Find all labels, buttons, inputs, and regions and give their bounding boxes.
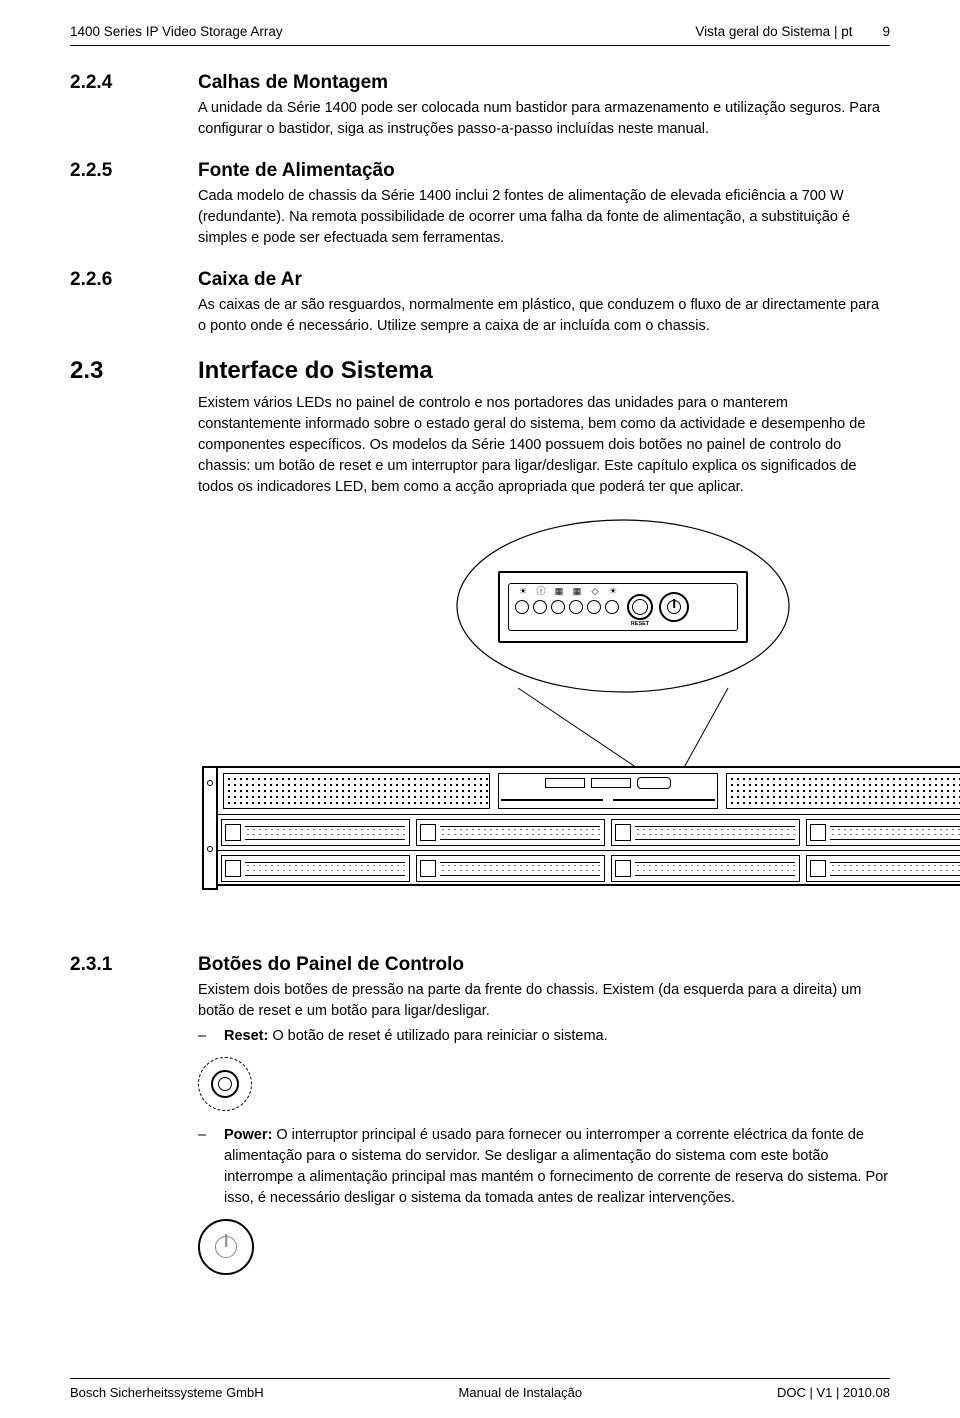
section-2-2-4: 2.2.4 Calhas de Montagem A unidade da Sé… [70,72,890,142]
drive-bay [221,855,410,882]
section-title: Interface do Sistema [198,357,890,385]
vent-grille [223,773,490,809]
section-body: Existem vários LEDs no painel de control… [198,393,890,498]
reset-text: O botão de reset é utilizado para reinic… [268,1028,607,1044]
section-intro: Existem dois botões de pressão na parte … [198,980,890,1022]
power-text: O interruptor principal é usado para for… [224,1127,888,1206]
reset-button-diagram-icon [198,1057,252,1111]
power-label: Power: [224,1127,272,1143]
section-2-3-1-cont: – Power: O interruptor principal é usado… [70,1121,890,1213]
page: 1400 Series IP Video Storage Array Vista… [0,0,960,1418]
section-title: Botões do Painel de Controlo [198,954,890,976]
section-title: Caixa de Ar [198,269,890,291]
header-left: 1400 Series IP Video Storage Array [70,24,283,39]
section-2-2-6: 2.2.6 Caixa de Ar As caixas de ar são re… [70,269,890,339]
reset-label: Reset: [224,1028,268,1044]
led-indicator: ◇ [587,600,601,614]
section-title: Calhas de Montagem [198,72,890,94]
drive-row [218,814,960,850]
list-item: – Reset: O botão de reset é utilizado pa… [198,1026,890,1047]
power-button-icon [659,592,689,622]
led-icon: ⓘ [534,587,548,596]
led-icon: ◇ [588,587,602,596]
control-panel-detail: ☀ ⓘ ▦ ▦ ◇ ☀ RESET [498,571,748,643]
bullet-list: – Power: O interruptor principal é usado… [198,1125,890,1209]
led-icon: ☀ [516,587,530,596]
led-indicator: ☀ [515,600,529,614]
section-2-3: 2.3 Interface do Sistema Existem vários … [70,357,890,936]
section-number: 2.2.5 [70,160,198,251]
section-body: A unidade da Série 1400 pode ser colocad… [198,98,890,140]
section-number: 2.3.1 [70,954,198,1051]
led-indicator: ☀ [605,600,619,614]
rack-top-row [218,768,960,814]
control-panel-inner: ☀ ⓘ ▦ ▦ ◇ ☀ RESET [508,583,738,631]
section-2-2-5: 2.2.5 Fonte de Alimentação Cada modelo d… [70,160,890,251]
reset-button-icon: RESET [627,594,653,620]
footer-right: DOC | V1 | 2010.08 [777,1385,890,1400]
dash-icon: – [198,1125,224,1209]
led-icon: ▦ [552,587,566,596]
drive-bay [416,819,605,846]
led-indicator: ⓘ [533,600,547,614]
header-right: Vista geral do Sistema | pt 9 [695,24,890,39]
list-item: – Power: O interruptor principal é usado… [198,1125,890,1209]
drive-bay [806,855,960,882]
drive-bay [416,855,605,882]
drive-row [218,850,960,886]
drive-bay [611,819,800,846]
section-number: 2.2.6 [70,269,198,339]
section-body: As caixas de ar são resguardos, normalme… [198,295,890,337]
dash-icon: – [198,1026,224,1047]
vent-grille [726,773,960,809]
drive-bay [221,819,410,846]
led-icon: ☀ [606,587,620,596]
power-button-diagram-icon [198,1219,254,1275]
section-number: 2.3 [70,357,198,936]
control-panel-figure: ☀ ⓘ ▦ ▦ ◇ ☀ RESET [198,516,890,906]
led-icon: ▦ [570,587,584,596]
bullet-list: – Reset: O botão de reset é utilizado pa… [198,1026,890,1047]
section-number: 2.2.4 [70,72,198,142]
front-io-panel [498,773,718,809]
footer-left: Bosch Sicherheitssysteme GmbH [70,1385,264,1400]
section-body: Cada modelo de chassis da Série 1400 inc… [198,186,890,249]
drive-bay [611,855,800,882]
power-symbol-icon [667,600,681,614]
reset-label: RESET [629,621,651,627]
page-footer: Bosch Sicherheitssysteme GmbH Manual de … [70,1378,890,1400]
section-2-3-1: 2.3.1 Botões do Painel de Controlo Exist… [70,954,890,1051]
page-header: 1400 Series IP Video Storage Array Vista… [70,24,890,39]
drive-bay [806,819,960,846]
led-indicator: ▦ [569,600,583,614]
rack-chassis [216,766,960,886]
rack-ear-left [202,766,218,890]
footer-center: Manual de Instalação [459,1385,583,1400]
footer-rule [70,1378,890,1379]
led-indicator: ▦ [551,600,565,614]
section-title: Fonte de Alimentação [198,160,890,182]
header-rule [70,45,890,46]
